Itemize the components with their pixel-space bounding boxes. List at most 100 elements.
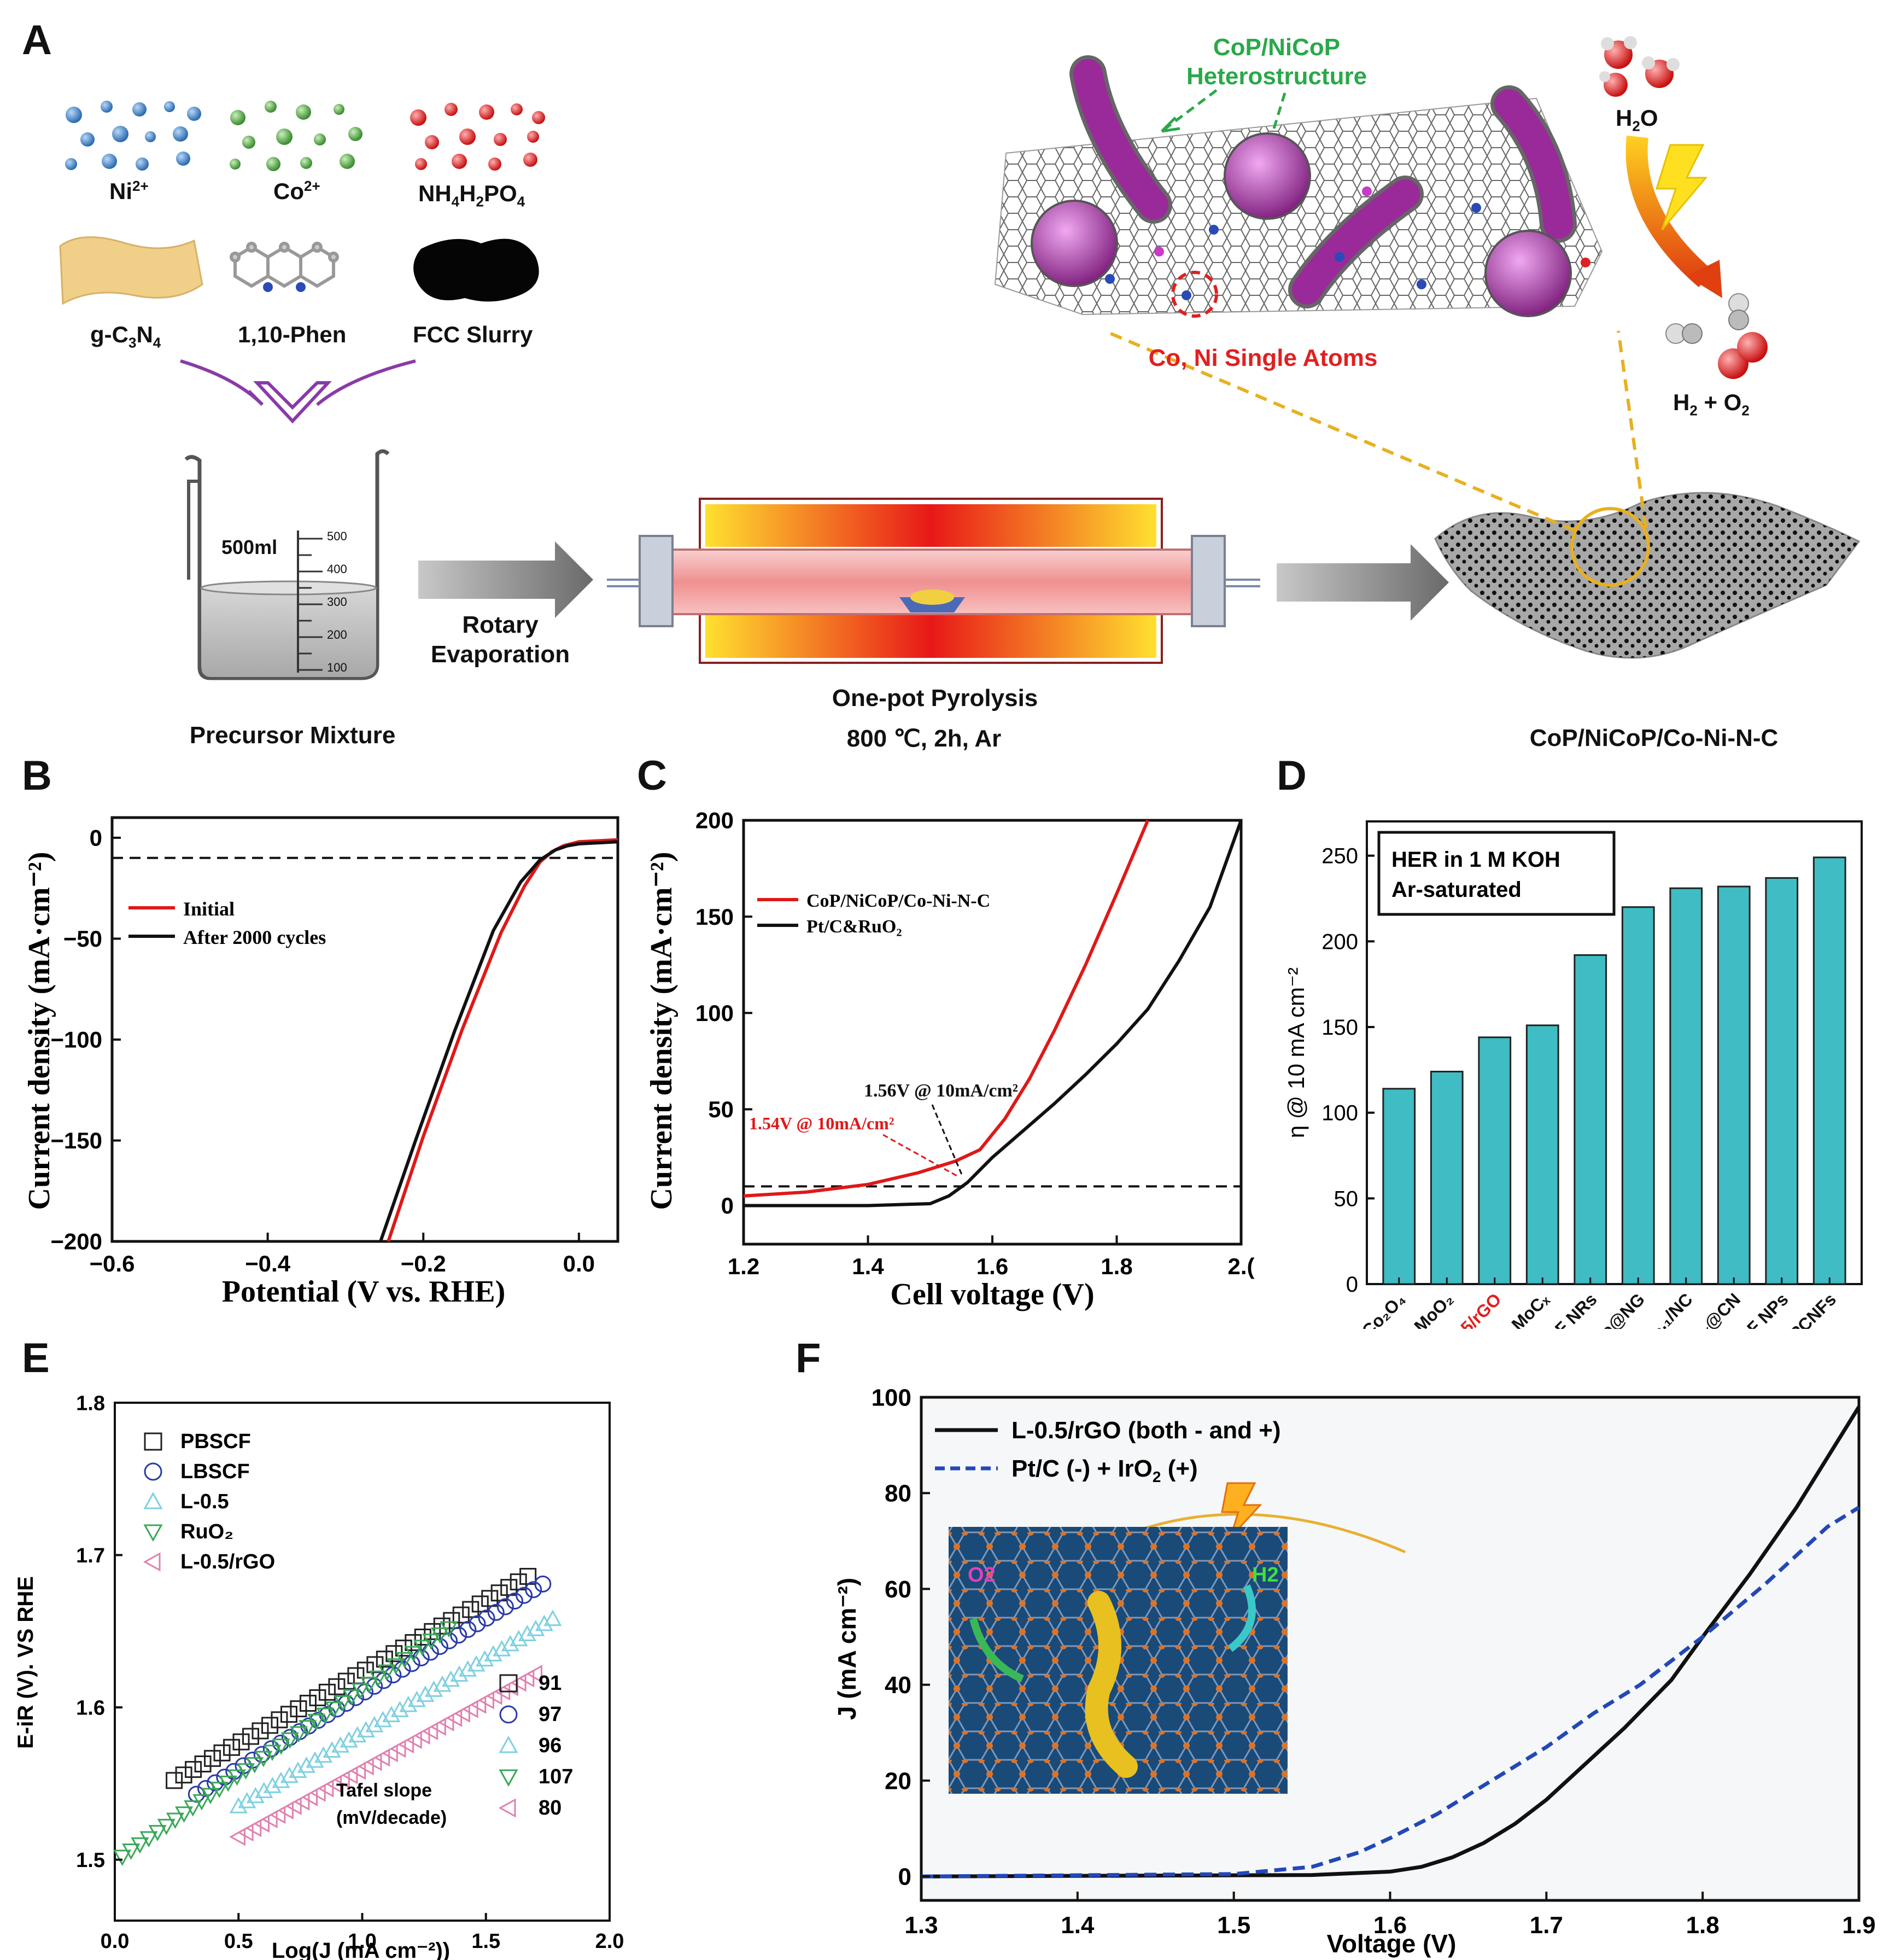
xtick-label-C-1: 1.4 [852,1253,884,1279]
bar-D-1 [1430,1070,1464,1285]
point-E-2-21 [407,1690,426,1707]
point-E-3-14 [237,1763,255,1780]
ytick-label-C-2: 100 [695,1000,734,1026]
point-E-0-12 [280,1706,297,1723]
point-E-1-37 [534,1575,552,1592]
point-E-1-24 [412,1649,430,1666]
point-E-4-0 [229,1828,245,1846]
point-E-0-8 [242,1728,260,1745]
point-E-0-14 [299,1695,317,1712]
slope-value-E-0: 91 [539,1672,562,1695]
chart-c: 1.2 1.4 1.6 1.8 2.(0 50 100 150 200 CoP/NiCoP/Co… [645,808,1255,1311]
point-E-2-3 [255,1782,273,1799]
legend-f-ptc: Pt/C (-) + IrO2 (+) [1011,1455,1198,1485]
point-E-2-6 [280,1766,299,1783]
point-E-4-28 [454,1704,470,1723]
legend-c-cop: CoP/NiCoP/Co-Ni-N-C [806,891,990,911]
bar-D-5 [1621,906,1655,1285]
point-E-1-29 [459,1621,477,1638]
inset-lightning-icon [1221,1482,1262,1539]
point-E-0-2 [185,1761,202,1778]
point-E-4-27 [446,1708,463,1727]
point-E-4-13 [333,1770,350,1789]
point-E-4-3 [253,1815,270,1833]
point-E-0-17 [328,1678,346,1695]
legend-b-after: After 2000 cycles [183,926,326,948]
slope-value-E-4: 80 [539,1796,562,1819]
water-molecules [1599,36,1680,97]
point-E-3-36 [431,1627,449,1644]
point-E-3-4 [148,1825,167,1841]
point-E-3-8 [184,1800,202,1817]
xtick-label-D-1: MoO₂ [1410,1289,1457,1329]
point-E-3-30 [378,1664,396,1681]
point-E-2-31 [493,1640,511,1656]
point-E-1-33 [496,1598,514,1615]
label-nh4h2po4: NH4H2PO4 [418,180,525,210]
arrow-rotary [418,541,593,618]
point-E-4-14 [341,1766,358,1784]
point-E-3-12 [219,1775,237,1792]
beaker-tick-300: 300 [327,595,347,609]
tafel-label-1: Tafel slope [336,1780,432,1801]
point-E-4-18 [373,1748,390,1767]
ni-ions [65,101,201,171]
point-E-3-37 [440,1621,458,1638]
point-E-0-24 [395,1640,412,1657]
point-E-0-18 [337,1672,355,1690]
gas-molecules [1665,293,1768,379]
ylabel-c: Current density (mA·cm⁻²) [645,852,679,1210]
legend-marker-E-3 [143,1524,163,1542]
single-atoms-label: Co, Ni Single Atoms [1148,345,1378,371]
point-E-0-26 [414,1628,431,1646]
point-E-1-34 [506,1592,523,1610]
point-E-3-15 [245,1757,264,1774]
point-E-0-16 [318,1683,336,1701]
ytick-label-B-0: 0 [90,825,102,851]
point-E-2-24 [433,1675,452,1692]
bar-D-9 [1812,856,1846,1285]
xtick-label-B-2: −0.2 [401,1251,446,1276]
step-rotary-1: Rotary [462,611,539,638]
xtick-label-E-2: 1.0 [348,1930,377,1953]
point-E-4-6 [277,1801,294,1820]
label-gc3n4: g-C3N4 [90,322,161,351]
ylabel-d: η @ 10 mA cm⁻² [1283,967,1309,1138]
label-h2-o2: H2 + O2 [1673,389,1750,419]
point-E-1-30 [469,1615,486,1632]
label-co: Co2+ [273,178,320,204]
point-E-4-29 [461,1700,478,1718]
point-E-2-27 [459,1660,477,1677]
ytick-label-B-4: −200 [50,1229,102,1255]
panel-letter-c: C [637,752,667,799]
point-E-3-1 [122,1844,141,1860]
ytick-label-E-2: 1.7 [76,1544,105,1567]
bar-D-7 [1717,885,1751,1285]
point-E-2-0 [229,1797,248,1813]
ylabel-e: E-iR (V). VS RHE [14,1576,38,1749]
xlabel-c: Cell voltage (V) [890,1278,1094,1311]
ytick-label-D-1: 50 [1334,1187,1359,1211]
label-phen: 1,10-Phen [238,322,347,347]
point-E-4-17 [365,1753,382,1771]
ytick-label-B-3: −150 [50,1128,102,1153]
point-E-4-7 [285,1796,302,1815]
slope-marker-E-1 [499,1705,518,1724]
point-E-3-10 [201,1788,220,1805]
point-E-4-9 [301,1788,318,1806]
point-E-4-35 [510,1673,527,1692]
point-E-3-22 [307,1713,326,1730]
point-E-2-34 [518,1625,536,1641]
point-E-2-11 [323,1741,341,1758]
xlabel-b: Potential (V vs. RHE) [222,1275,506,1309]
point-E-0-9 [252,1722,269,1740]
label-fcc-slurry: FCC Slurry [413,322,533,347]
point-E-0-1 [175,1766,192,1784]
chart-b: −0.6 −0.4 −0.2 0.0 0 −50 −100 −150 −200 Initial … [22,816,619,1309]
xtick-label-E-4: 2.0 [595,1930,624,1953]
point-E-3-9 [192,1794,211,1811]
legend-f-lrgo: L-0.5/rGO (both - and +) [1011,1417,1281,1444]
point-E-2-19 [390,1701,409,1717]
point-E-2-36 [535,1614,553,1631]
ytick-label-C-4: 200 [695,808,734,833]
